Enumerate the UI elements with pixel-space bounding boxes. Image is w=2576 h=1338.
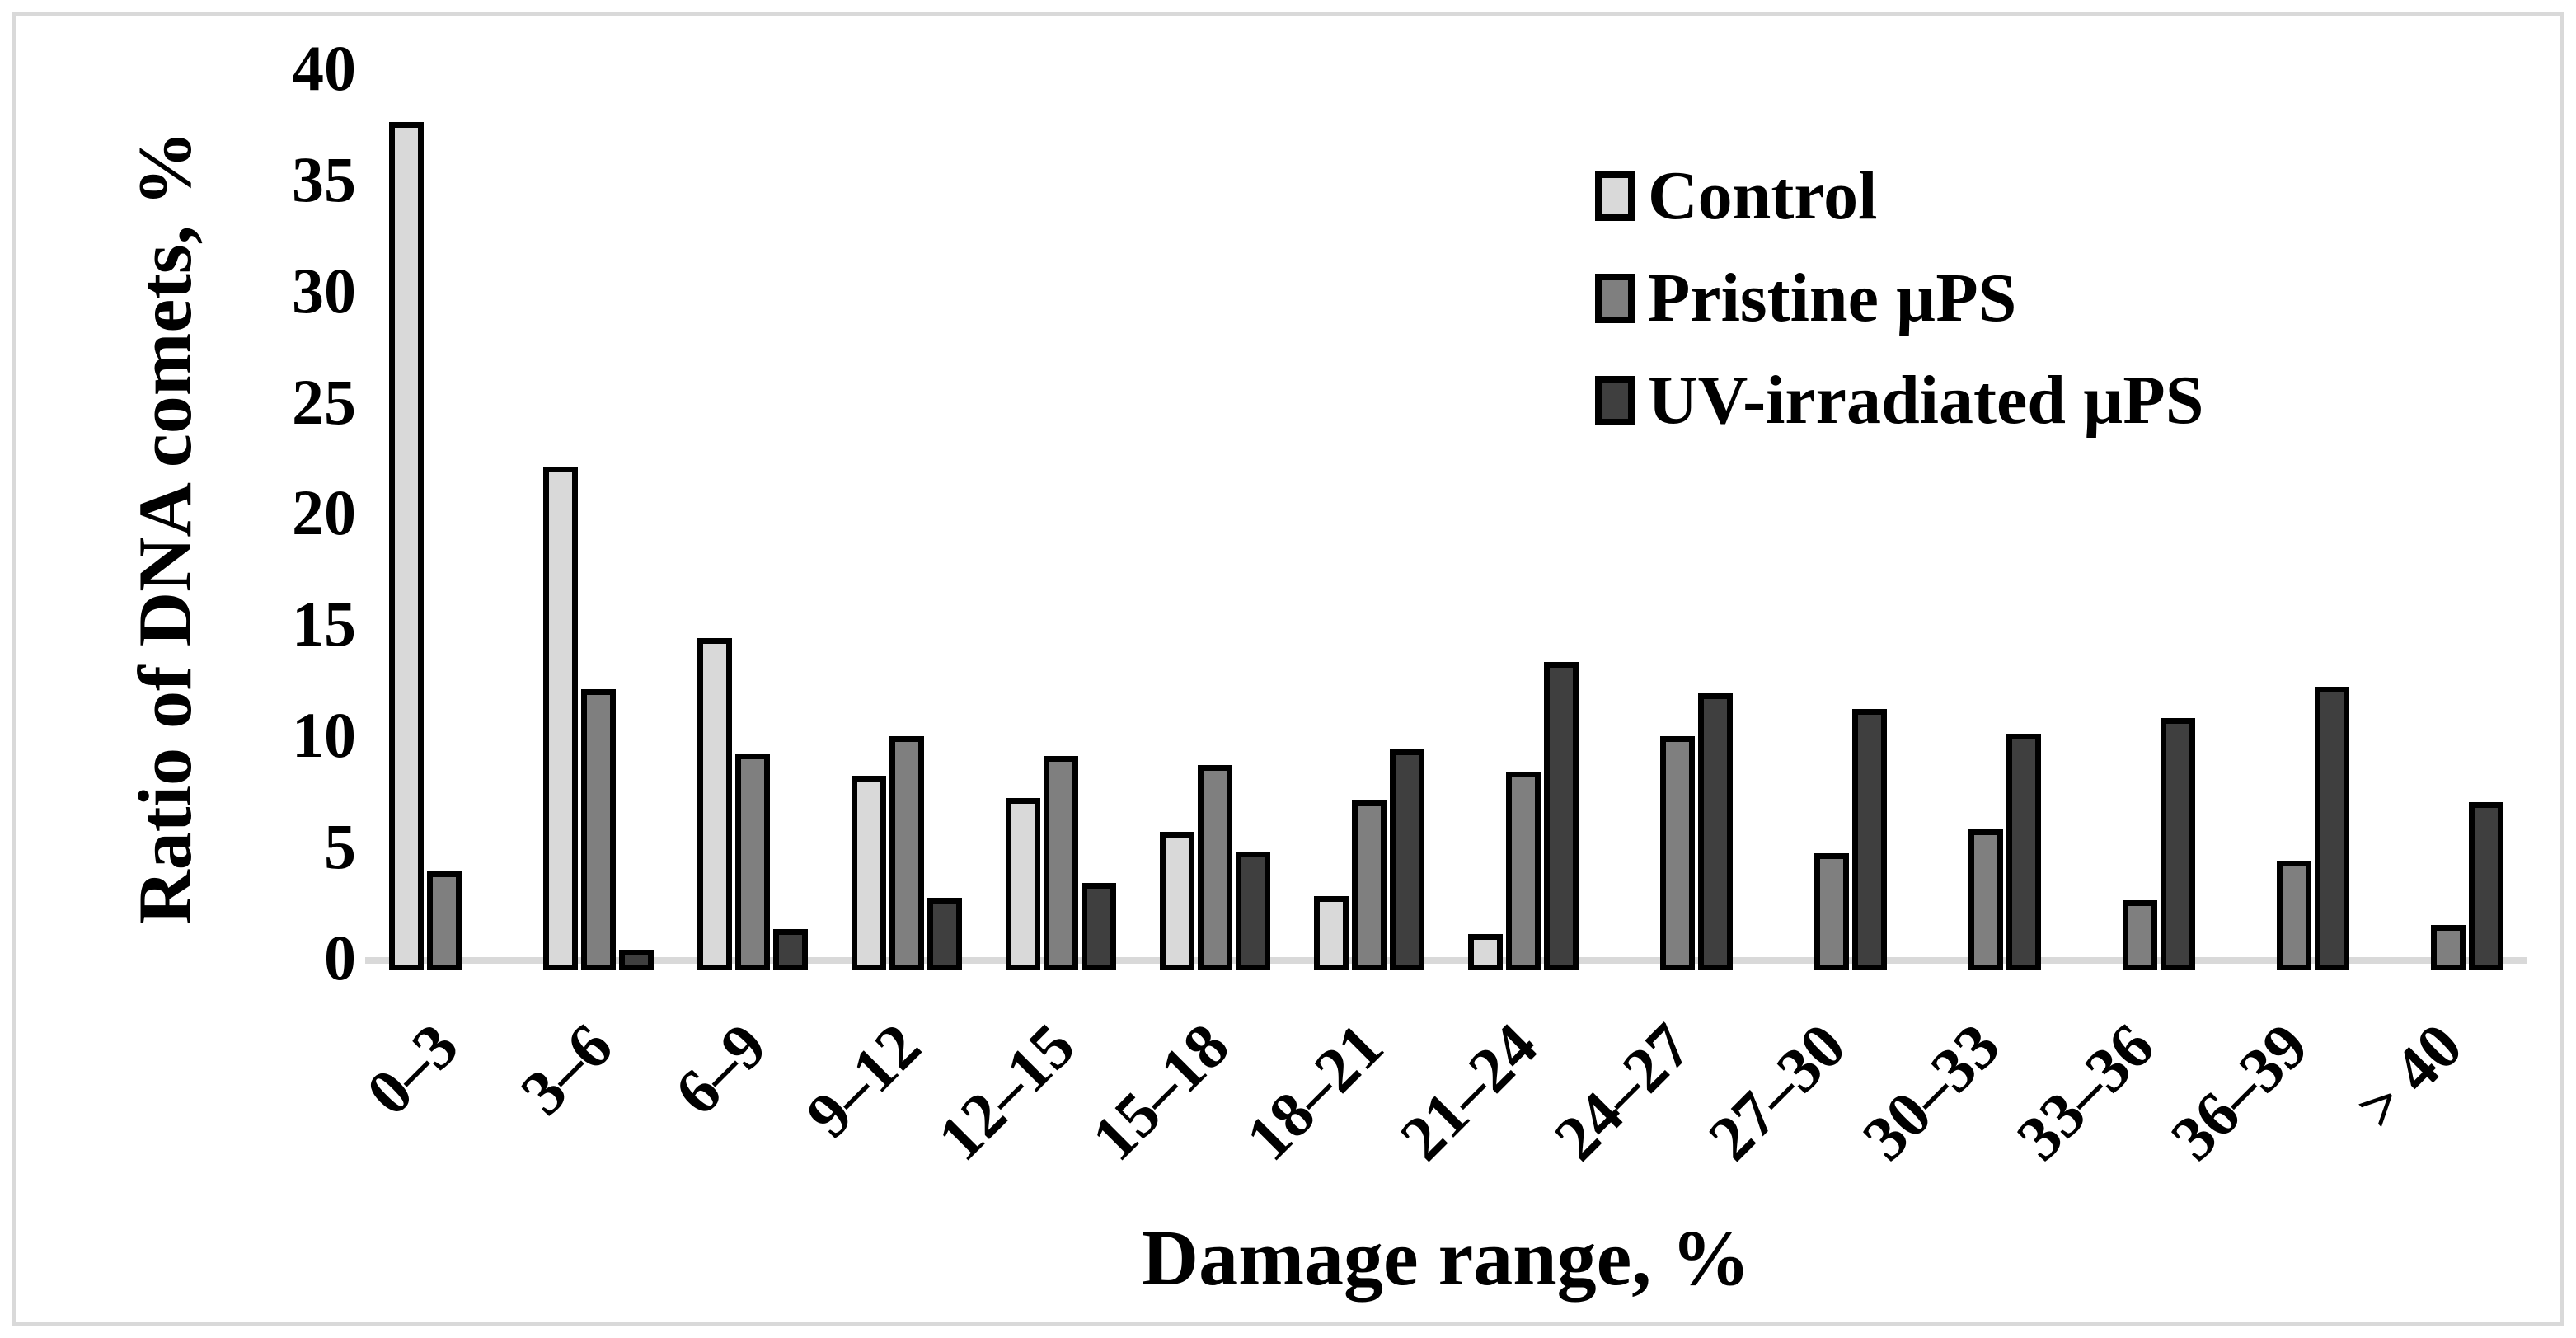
bar-uv-irradiated-µps-9–12 (927, 898, 962, 970)
legend-item-uv-irradiated-µps: UV-irradiated µPS (1595, 363, 2203, 439)
bar-control-0–3 (388, 122, 424, 970)
x-axis-title: Damage range, % (1141, 1214, 1751, 1302)
y-tick-label-5: 5 (324, 810, 356, 882)
bar-pristine-µps-6–9 (734, 754, 770, 970)
legend-swatch-icon (1595, 171, 1635, 221)
bar-uv-irradiated-µps-18–21 (1389, 749, 1424, 970)
chart-legend: Control Pristine µPS UV-irradiated µPS (1595, 158, 2203, 465)
legend-item-control: Control (1595, 158, 2203, 234)
y-tick-label-40: 40 (292, 31, 356, 104)
bar-pristine-µps-30–33 (1968, 829, 2003, 970)
bar-uv-irradiated-µps-24–27 (1697, 693, 1733, 970)
bar-uv-irradiated-µps-36–39 (2314, 687, 2349, 970)
bar-pristine-µps-> 40 (2430, 925, 2466, 970)
bar-uv-irradiated-µps-6–9 (772, 929, 808, 970)
bar-pristine-µps-36–39 (2276, 861, 2311, 970)
bar-control-9–12 (851, 776, 886, 970)
legend-label: Pristine µPS (1648, 260, 2017, 336)
bar-group-36–39 (2217, 0, 2371, 970)
legend-label: UV-irradiated µPS (1648, 362, 2204, 439)
bar-control-15–18 (1159, 832, 1194, 970)
bar-uv-irradiated-µps-21–24 (1543, 662, 1579, 970)
bar-pristine-µps-24–27 (1659, 736, 1695, 970)
bar-group-21–24 (1446, 0, 1600, 970)
y-tick-label-35: 35 (292, 143, 356, 215)
bar-group-27–30 (1754, 0, 1908, 970)
y-tick-label-10: 10 (292, 699, 356, 772)
y-tick-label-0: 0 (324, 921, 356, 993)
y-tick-label-15: 15 (292, 588, 356, 660)
bar-control-12–15 (1005, 798, 1040, 970)
bar-pristine-µps-33–36 (2122, 900, 2157, 970)
bar-uv-irradiated-µps-12–15 (1081, 883, 1116, 970)
bar-pristine-µps-21–24 (1505, 772, 1541, 970)
bar-pristine-µps-0–3 (426, 871, 462, 970)
bar-control-18–21 (1313, 896, 1349, 970)
bar-pristine-µps-27–30 (1814, 853, 1849, 970)
bar-uv-irradiated-µps-33–36 (2160, 718, 2195, 970)
legend-label: Control (1648, 157, 1878, 234)
bar-group-30–33 (1908, 0, 2062, 970)
bar-group-9–12 (829, 0, 983, 970)
bar-group-15–18 (1138, 0, 1292, 970)
x-axis-baseline (365, 957, 2527, 964)
bar-group-33–36 (2062, 0, 2217, 970)
bar-group-> 40 (2371, 0, 2525, 970)
bar-uv-irradiated-µps-27–30 (1851, 709, 1887, 970)
bar-group-6–9 (675, 0, 829, 970)
bar-control-3–6 (542, 467, 578, 970)
bar-pristine-µps-9–12 (889, 736, 924, 970)
y-tick-label-20: 20 (292, 477, 356, 549)
bar-control-6–9 (697, 638, 732, 970)
bar-control-21–24 (1467, 934, 1503, 970)
bar-group-3–6 (521, 0, 675, 970)
bar-pristine-µps-15–18 (1197, 765, 1232, 970)
bar-pristine-µps-18–21 (1351, 800, 1387, 970)
bar-uv-irradiated-µps-30–33 (2006, 734, 2041, 970)
legend-item-pristine-µps: Pristine µPS (1595, 261, 2203, 336)
bar-pristine-µps-3–6 (580, 689, 616, 970)
bar-pristine-µps-12–15 (1043, 756, 1078, 970)
bar-group-12–15 (983, 0, 1138, 970)
legend-swatch-icon (1595, 274, 1635, 323)
bar-group-18–21 (1292, 0, 1446, 970)
y-tick-label-25: 25 (292, 365, 356, 438)
legend-swatch-icon (1595, 376, 1635, 425)
y-tick-label-30: 30 (292, 254, 356, 326)
bar-uv-irradiated-µps-> 40 (2468, 802, 2503, 970)
bar-uv-irradiated-µps-3–6 (618, 950, 654, 970)
bar-group-24–27 (1600, 0, 1754, 970)
bar-uv-irradiated-µps-15–18 (1235, 852, 1270, 970)
bar-group-0–3 (367, 0, 521, 970)
